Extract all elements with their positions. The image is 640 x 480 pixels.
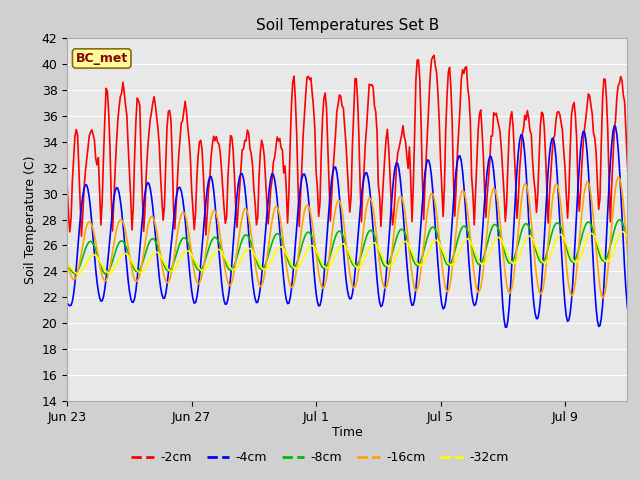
X-axis label: Time: Time xyxy=(332,426,363,439)
Y-axis label: Soil Temperature (C): Soil Temperature (C) xyxy=(24,156,37,284)
Title: Soil Temperatures Set B: Soil Temperatures Set B xyxy=(255,18,439,33)
Text: BC_met: BC_met xyxy=(76,52,128,65)
Legend: -2cm, -4cm, -8cm, -16cm, -32cm: -2cm, -4cm, -8cm, -16cm, -32cm xyxy=(127,446,513,469)
